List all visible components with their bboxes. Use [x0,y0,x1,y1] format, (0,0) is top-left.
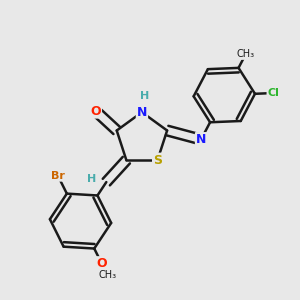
Text: O: O [97,257,107,270]
Text: CH₃: CH₃ [98,270,116,280]
Text: Cl: Cl [267,88,279,98]
Text: N: N [196,133,206,146]
Text: O: O [90,105,101,118]
Text: N: N [137,106,147,119]
Text: CH₃: CH₃ [237,49,255,59]
Text: H: H [87,174,96,184]
Text: H: H [140,91,149,101]
Text: Br: Br [51,171,65,181]
Text: S: S [153,154,162,166]
